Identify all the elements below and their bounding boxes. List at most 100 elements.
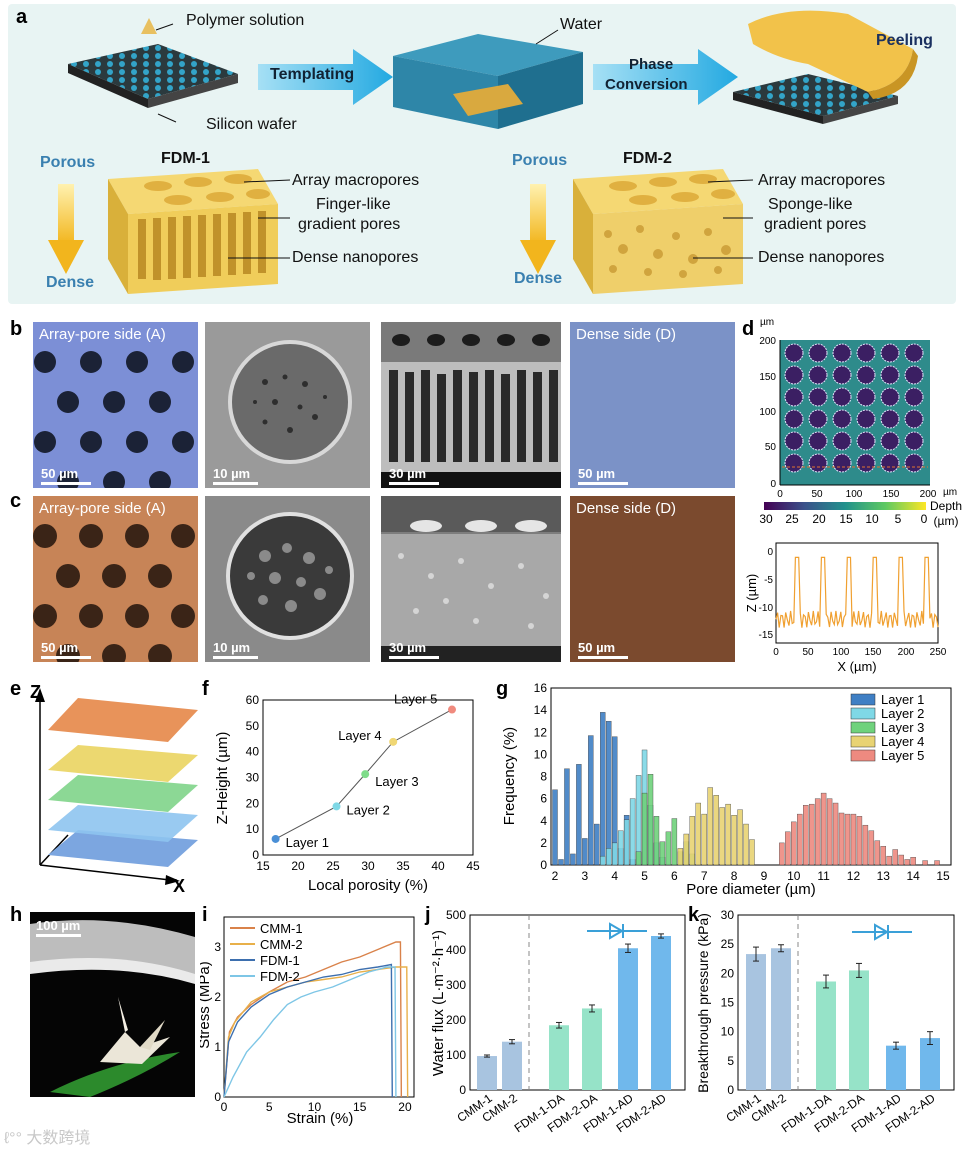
j-bar (651, 936, 671, 1090)
g-xtick: 10 (787, 869, 801, 883)
g-legend-swatch (850, 735, 876, 748)
b-tile-cross-section: 30 µm (381, 322, 561, 488)
e-z-axis: Z (30, 682, 41, 702)
g-bar (647, 774, 654, 866)
f-point-label-1: Layer 1 (286, 835, 329, 850)
d-cbar-tick-0: 0 (921, 512, 928, 526)
b-scale-bar-3 (389, 482, 439, 485)
d-map-pore (784, 431, 804, 451)
g-bar (743, 823, 749, 866)
d-map-pore (856, 365, 876, 385)
e-layer-5 (48, 698, 198, 742)
phase-conversion-label-1: Phase (629, 56, 674, 73)
g-legend-swatch (850, 707, 876, 720)
f-point-label-4: Layer 4 (338, 728, 381, 743)
d-map-pore (880, 387, 900, 407)
j-bar (477, 1056, 497, 1090)
d-map-xunit: µm (943, 487, 957, 498)
silicon-wafer-1 (68, 18, 238, 123)
g-xtick: 5 (641, 869, 648, 883)
chart-f: 0 10 20 30 40 50 60 15 20 25 30 35 40 45 Layer 1 Laye… (214, 692, 480, 894)
g-bar (898, 854, 904, 866)
j-bar (502, 1041, 522, 1090)
d-map-pore (904, 431, 924, 451)
i-series-line (223, 941, 403, 1098)
f-xtick: 35 (396, 859, 410, 873)
panel-j-label: j (425, 904, 431, 926)
f-point-2 (332, 802, 341, 811)
d-map-pore (808, 453, 828, 473)
i-ytick: 0 (214, 1090, 221, 1104)
k-bar (920, 1038, 940, 1090)
i-legend-label: CMM-1 (260, 921, 303, 936)
j-ylabel: Water flux (L·m⁻²·h⁻¹) (430, 930, 447, 1076)
fdm2-nanopores: Dense nanopores (758, 249, 885, 266)
panel-e-figure: Z X (30, 682, 198, 895)
f-xtick: 30 (361, 859, 375, 873)
panel-a-label: a (16, 6, 28, 28)
g-bar (922, 860, 928, 866)
d-cbar-label-1: Depth (930, 499, 962, 513)
b-tile-dense-side: Dense side (D) 50 µm (570, 322, 735, 488)
templating-label: Templating (270, 66, 355, 83)
d-profile-line (775, 556, 939, 628)
d-map-xtick-0: 0 (777, 489, 783, 500)
c-scale-bar-2 (213, 656, 258, 659)
g-bar (731, 815, 737, 866)
i-xtick: 20 (398, 1100, 412, 1114)
d-map-pore (832, 343, 852, 363)
d-map-ytick-150: 150 (759, 372, 776, 383)
g-bar (564, 768, 570, 866)
g-bar (689, 816, 695, 866)
k-ytick: 5 (727, 1054, 734, 1068)
b-scale-text-2: 10 µm (213, 466, 251, 481)
g-bar (695, 802, 701, 866)
panel-i-label: i (202, 904, 208, 926)
d-map-pore (784, 387, 804, 407)
fdm1-nanopores: Dense nanopores (292, 249, 419, 266)
b-tile-single-pore: 10 µm (205, 322, 370, 488)
g-bar (683, 833, 690, 866)
d-cbar-label-2: (µm) (934, 514, 959, 528)
j-diode-icon (587, 922, 647, 940)
d-map-unit: µm (760, 317, 774, 328)
f-xtick: 20 (291, 859, 305, 873)
d-cbar-tick-30: 30 (759, 512, 773, 526)
g-bar (808, 803, 815, 866)
g-xtick: 15 (936, 869, 950, 883)
g-bar (617, 830, 624, 866)
f-ytick: 20 (246, 796, 260, 810)
g-bar (600, 855, 606, 866)
g-bar (826, 798, 833, 866)
d-map-ytick-200: 200 (759, 336, 776, 347)
panel-b-label: b (10, 318, 23, 340)
j-ytick: 500 (446, 908, 466, 922)
d-prof-xtick-50: 50 (802, 647, 814, 658)
g-xtick: 2 (552, 869, 559, 883)
d-map-pore (784, 409, 804, 429)
g-bar (880, 845, 887, 866)
i-xtick: 10 (308, 1100, 322, 1114)
g-bar (611, 842, 618, 866)
k-ytick: 25 (721, 937, 735, 951)
d-cbar-tick-20: 20 (812, 512, 826, 526)
d-prof-xtick-100: 100 (833, 647, 850, 658)
g-ytick: 8 (540, 770, 547, 784)
g-bar (856, 816, 863, 866)
d-prof-xtick-0: 0 (773, 647, 779, 658)
d-prof-xtick-200: 200 (898, 647, 915, 658)
d-prof-xtick-250: 250 (930, 647, 947, 658)
g-bar (892, 849, 898, 866)
c-scale-text-1: 50 µm (41, 640, 79, 655)
d-map-xtick-50: 50 (811, 489, 823, 500)
i-xtick: 15 (353, 1100, 367, 1114)
g-bar (576, 764, 582, 866)
fdm1-macropores: Array macropores (292, 172, 420, 189)
d-map-pore (904, 453, 924, 473)
k-bar (746, 954, 766, 1090)
i-ytick: 3 (214, 940, 221, 954)
g-xtick: 6 (671, 869, 678, 883)
g-xtick: 13 (877, 869, 891, 883)
peeling-label: Peeling (876, 32, 933, 49)
j-bar (582, 1008, 602, 1090)
